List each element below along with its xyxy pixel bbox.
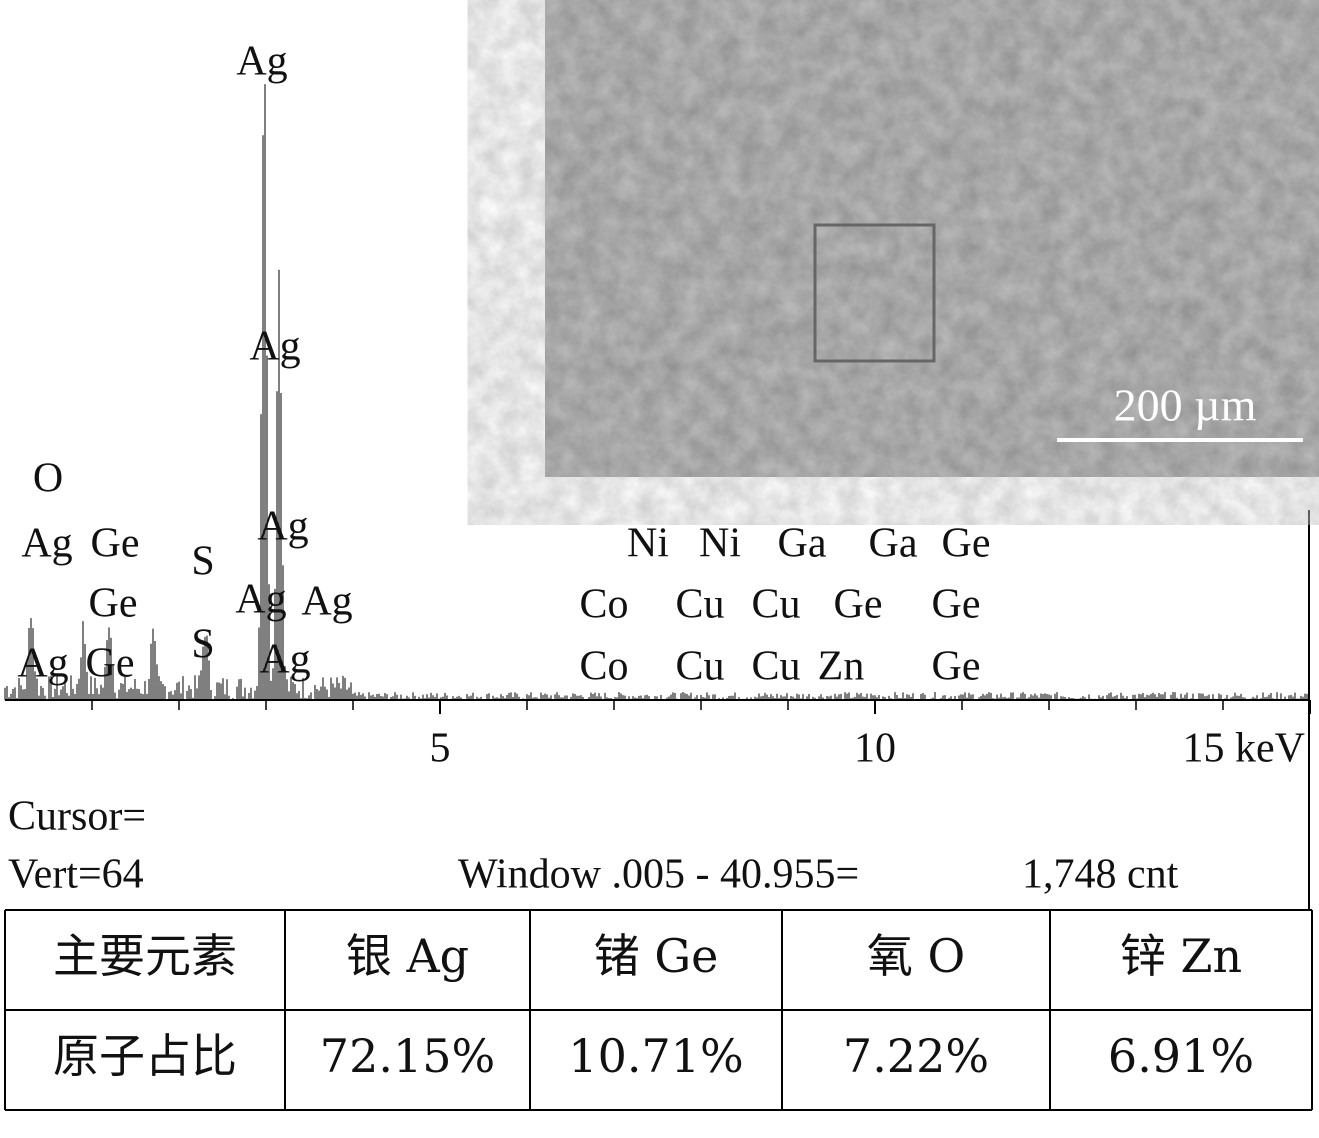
table-header: 锌 Zn: [1120, 929, 1242, 983]
peak-label: Ge: [89, 581, 138, 627]
peak-label: O: [33, 456, 63, 502]
x-tick-label: 15 keV: [1183, 726, 1305, 772]
image-texture: [545, 0, 1319, 477]
sem-image: 200 µm: [545, 0, 1319, 477]
peak-label: Ag: [17, 641, 68, 687]
table-header: 银 Ag: [346, 929, 469, 983]
table: 主要元素 银 Ag 锗 Ge 氧 O 锌 Zn 原子占比 72.15% 10.71% 7.22%…: [4, 909, 1313, 1111]
window: Window .005 - 40.955=: [458, 852, 859, 898]
cursor: Cursor=: [8, 794, 146, 840]
peak-label: Ag: [249, 324, 300, 370]
peak-label: Ag: [257, 504, 308, 550]
peak-label: Ge: [932, 644, 981, 690]
peak-label: S: [191, 622, 214, 668]
peak-label: Ge: [834, 582, 883, 628]
peak-label: Ga: [778, 521, 827, 567]
peak-label: Ge: [942, 521, 991, 567]
table-cell: 原子占比: [53, 1029, 237, 1083]
table-header: 主要元素: [53, 929, 237, 983]
x-tick-label: 10: [854, 726, 896, 772]
selection-box: [813, 223, 936, 363]
peak-label: Cu: [751, 582, 800, 628]
peak-label: Cu: [675, 644, 724, 690]
spectrum: 5 10 15 keV Ag Ag O Ag Ge S Ag Ge S Ag Ag Ag Ge Ag Ni Ni Ga…: [4, 39, 1311, 910]
table-header: 氧 O: [867, 929, 965, 983]
peak-label: Ge: [91, 521, 140, 567]
peak-label: Co: [579, 582, 628, 628]
peak-label: Ag: [235, 577, 286, 623]
peak-label: Ga: [869, 521, 918, 567]
count: 1,748 cnt: [1022, 852, 1179, 898]
peak-label: Ge: [86, 641, 135, 687]
peak-label: Ag: [21, 521, 72, 567]
peak-label: Cu: [751, 644, 800, 690]
table-cell: 10.71%: [568, 1029, 743, 1083]
table-cell: 7.22%: [843, 1029, 989, 1083]
peak-label: Ag: [259, 637, 310, 683]
peak-label: Ge: [932, 582, 981, 628]
vert: Vert=64: [8, 852, 144, 898]
x-tick-label: 5: [430, 726, 451, 772]
peak-label: Ni: [699, 521, 741, 567]
table-cell: 72.15%: [320, 1029, 495, 1083]
peak-label: Ag: [301, 579, 352, 625]
peak-label: Ag: [236, 39, 287, 85]
peak-label: Ni: [627, 521, 669, 567]
table-cell: 6.91%: [1108, 1029, 1254, 1083]
peak-label: Co: [579, 644, 628, 690]
table-header: 锗 Ge: [594, 929, 719, 983]
peak-label: Zn: [818, 644, 865, 690]
peak-label: Cu: [675, 582, 724, 628]
peak-label: S: [191, 539, 214, 585]
scale-bar-label: 200 µm: [1114, 380, 1257, 431]
